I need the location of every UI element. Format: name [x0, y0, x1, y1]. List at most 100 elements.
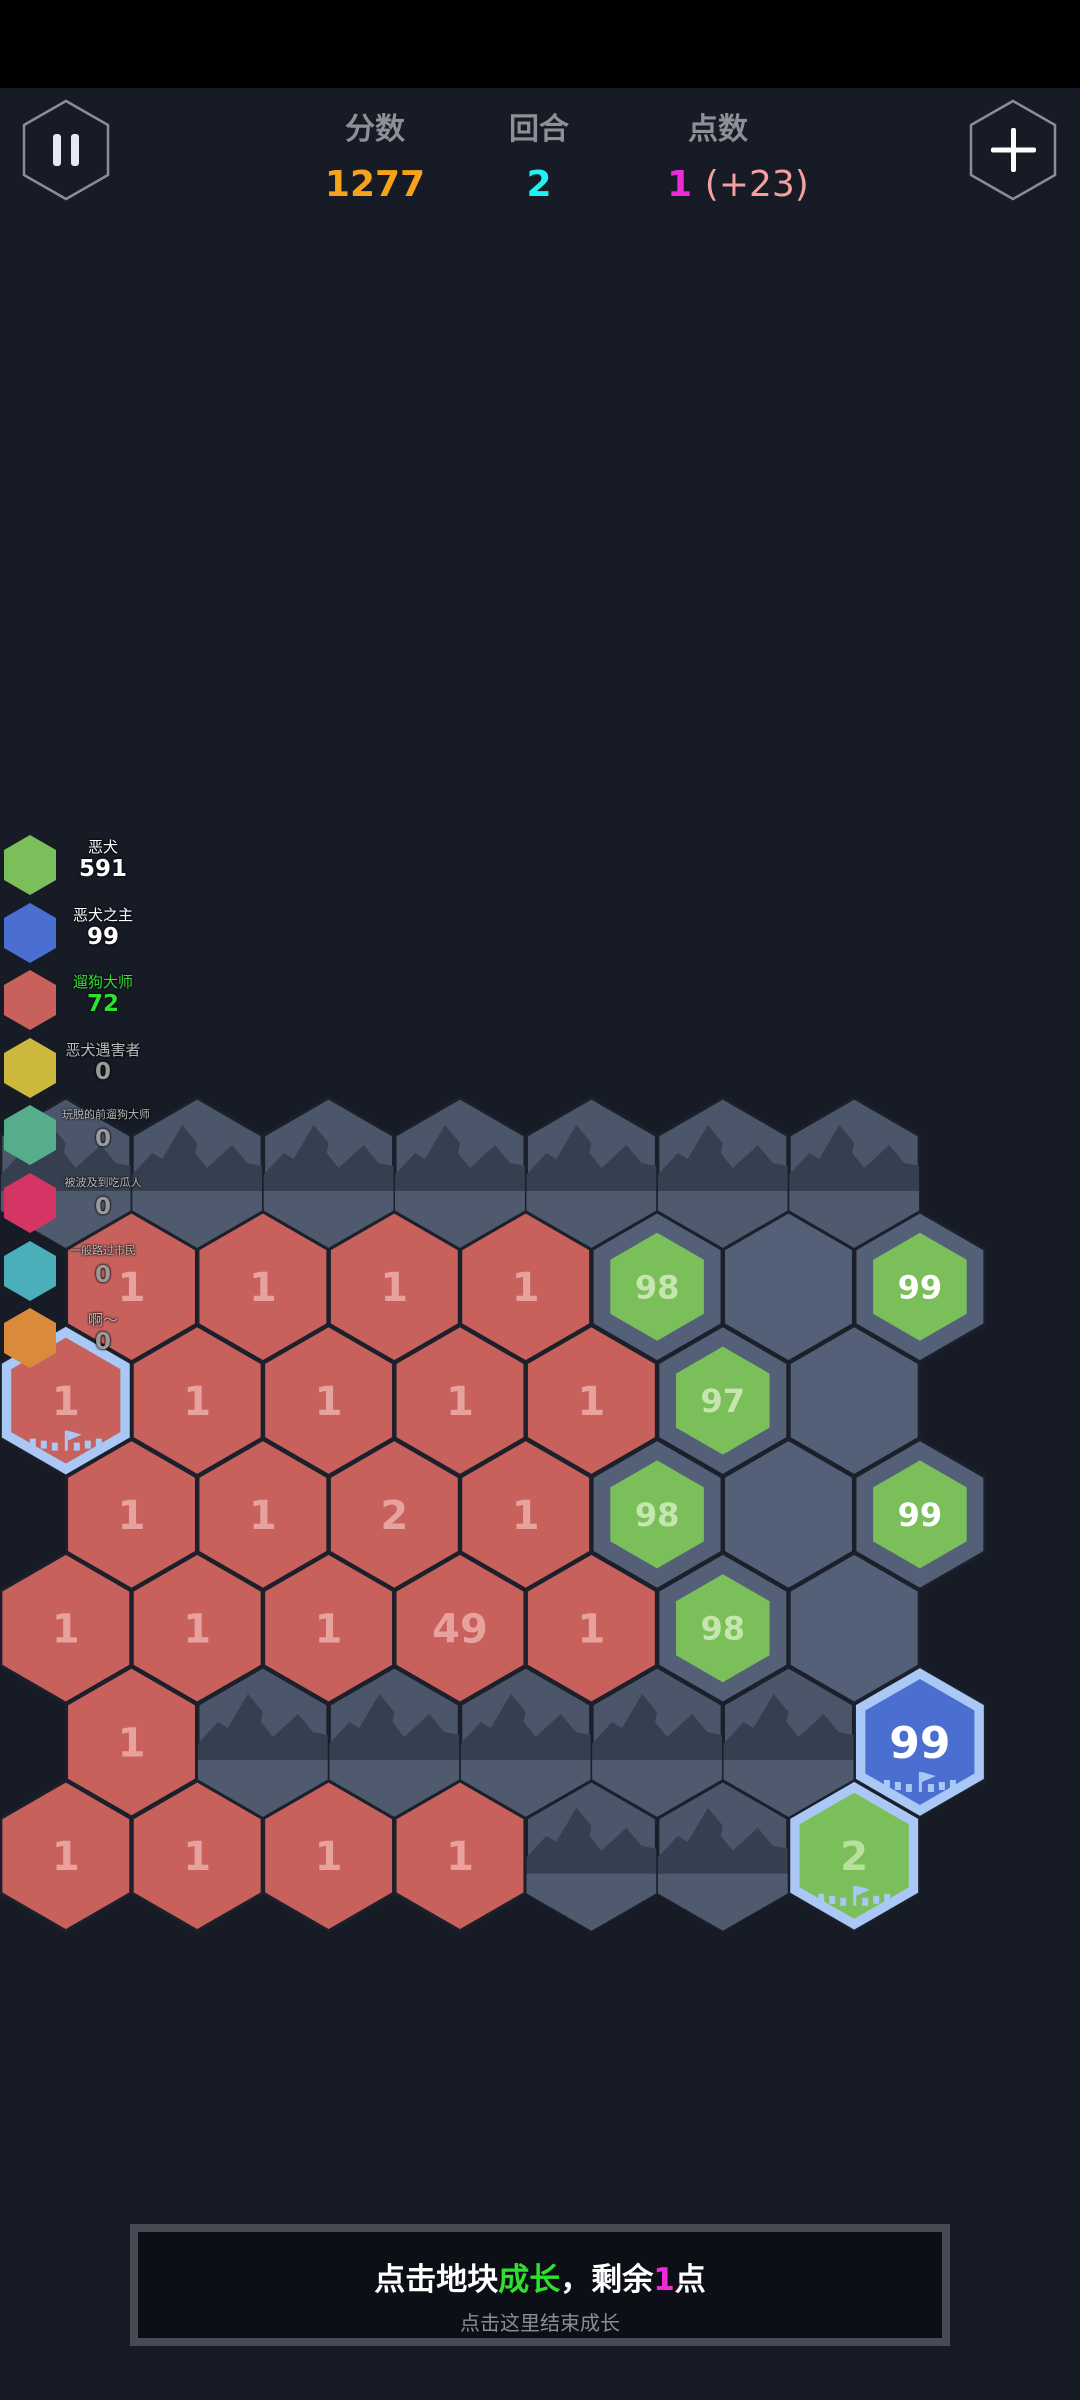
status-bar — [0, 0, 1080, 88]
tile-value: 1 — [52, 1379, 80, 1425]
legend-player-score: 0 — [94, 1194, 111, 1220]
hex-tile-red[interactable]: 1 — [196, 1210, 330, 1364]
hex-tile-gin[interactable]: 99 — [853, 1210, 987, 1364]
hex-tile-cap[interactable]: 2 — [788, 1779, 921, 1932]
legend-player-name: 恶犬 — [87, 838, 118, 856]
tile-value: 97 — [701, 1382, 746, 1420]
hex-tile-red[interactable]: 1 — [393, 1779, 527, 1933]
hex-tile-red[interactable]: 49 — [393, 1551, 527, 1705]
player-color-hex-icon — [4, 1037, 56, 1098]
hex-tile-empty[interactable] — [787, 1323, 921, 1478]
tile-value: 1 — [512, 1493, 540, 1539]
end-growth-banner[interactable]: 点击地块成长，剩余1点 点击这里结束成长 — [130, 2224, 950, 2346]
castle-flag-icon — [29, 1430, 102, 1451]
tile-value: 2 — [380, 1493, 408, 1539]
hex-tile-empty[interactable] — [722, 1437, 855, 1592]
legend-player-name: 恶犬之主 — [72, 905, 133, 924]
pause-button[interactable] — [20, 98, 112, 202]
legend-player-score: 0 — [94, 1329, 111, 1356]
hex-tile-gin[interactable]: 98 — [590, 1210, 724, 1364]
score-value: 1277 — [324, 164, 426, 205]
banner-instruction: 点击地块成长，剩余1点 — [138, 2254, 942, 2299]
tile-value: 1 — [315, 1607, 343, 1653]
castle-flag-icon — [818, 1885, 891, 1906]
hex-tile-empty[interactable] — [787, 1551, 921, 1705]
tile-value: 1 — [183, 1379, 211, 1425]
hex-tile-red[interactable]: 1 — [262, 1551, 396, 1705]
hex-tile-gin[interactable]: 98 — [656, 1551, 790, 1705]
legend-item: 一般路过市民 0 — [0, 1236, 160, 1304]
hex-tile-mountain[interactable] — [577, 1665, 737, 1820]
tile-value: 1 — [315, 1379, 343, 1425]
hex-tile-red[interactable]: 1 — [130, 1551, 264, 1705]
tile-value: 99 — [898, 1496, 943, 1534]
player-color-hex-icon — [4, 970, 56, 1031]
legend-player-name: 玩脱的前遛狗大师 — [62, 1108, 150, 1122]
hex-tile-red[interactable]: 1 — [262, 1779, 396, 1933]
tile-value: 1 — [183, 1834, 211, 1880]
points-value-row: 1 (+23) — [667, 162, 809, 208]
player-color-hex-icon — [4, 1240, 56, 1301]
hex-tile-gin[interactable]: 99 — [853, 1437, 987, 1592]
hex-tile-red[interactable]: 1 — [262, 1323, 396, 1478]
legend-player-name: 啊～ — [87, 1311, 118, 1330]
legend-player-score: 591 — [78, 856, 127, 882]
legend-item: 遛狗大师 72 — [0, 965, 160, 1033]
legend-player-name: 遛狗大师 — [72, 973, 133, 992]
player-color-hex-icon — [4, 1173, 56, 1233]
hex-tile-red[interactable]: 1 — [327, 1210, 461, 1364]
add-button[interactable] — [967, 98, 1059, 202]
tile-value: 1 — [577, 1607, 605, 1653]
pause-icon — [22, 99, 110, 201]
tile-value: 1 — [118, 1720, 146, 1766]
player-color-hex-icon — [4, 1105, 56, 1166]
tile-value: 98 — [701, 1610, 746, 1648]
banner-text-1: 点击地块 — [374, 2262, 499, 2298]
plus-icon — [969, 99, 1057, 201]
score-label: 分数 — [344, 112, 405, 147]
legend-item: 被波及到吃瓜人 0 — [0, 1168, 160, 1236]
hex-tile-red[interactable]: 1 — [393, 1323, 527, 1478]
hex-tile-empty[interactable] — [722, 1210, 855, 1364]
hex-tile-red[interactable]: 1 — [196, 1437, 330, 1592]
round-value: 2 — [526, 164, 552, 205]
tile-value: 1 — [52, 1607, 80, 1653]
player-color-hex-icon — [4, 1308, 56, 1369]
hex-tile-gin[interactable]: 98 — [590, 1437, 724, 1592]
legend-player-name: 一般路过市民 — [70, 1243, 136, 1257]
tile-value: 98 — [635, 1496, 680, 1534]
hex-tile-gin[interactable]: 97 — [656, 1323, 790, 1478]
castle-flag-icon — [883, 1772, 956, 1792]
banner-text-grow: 成长 — [498, 2262, 561, 2298]
points-value: 1 — [667, 164, 693, 205]
tile-value: 2 — [840, 1834, 868, 1880]
tile-value: 1 — [315, 1834, 343, 1880]
banner-text-3: ，剩余 — [560, 2262, 654, 2298]
hex-tile-mountain[interactable] — [380, 1096, 540, 1251]
hex-tile-red[interactable]: 1 — [130, 1323, 264, 1478]
points-bonus: (+23) — [704, 164, 809, 205]
tile-value: 1 — [52, 1834, 80, 1880]
hex-tile-red[interactable]: 2 — [327, 1437, 461, 1592]
legend-player-score: 0 — [94, 1058, 111, 1085]
tile-value: 1 — [577, 1379, 605, 1425]
legend-item: 啊～ 0 — [0, 1303, 160, 1371]
score-stat: 分数 1277 — [325, 110, 425, 208]
tile-value: 49 — [432, 1607, 488, 1653]
hex-tile-red[interactable]: 1 — [130, 1779, 264, 1933]
hex-tile-red[interactable]: 1 — [459, 1437, 593, 1592]
tile-value: 1 — [446, 1379, 474, 1425]
banner-text-5: 点 — [674, 2262, 706, 2298]
legend-item: 恶犬之主 99 — [0, 898, 160, 966]
legend-item: 恶犬遇害者 0 — [0, 1033, 160, 1101]
points-label: 点数 — [687, 112, 748, 147]
legend-item: 恶犬 591 — [0, 830, 160, 898]
legend-player-name: 被波及到吃瓜人 — [64, 1176, 142, 1189]
tile-value: 1 — [118, 1265, 146, 1311]
tile-value: 1 — [249, 1265, 277, 1311]
tile-value: 1 — [249, 1493, 277, 1539]
hex-tile-cap[interactable]: 99 — [853, 1665, 986, 1819]
tile-value: 1 — [512, 1265, 540, 1311]
tile-value: 1 — [380, 1265, 408, 1311]
tile-value: 98 — [635, 1268, 680, 1306]
